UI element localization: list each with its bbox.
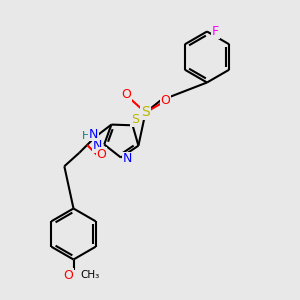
Text: S: S — [141, 106, 150, 119]
Text: CH₃: CH₃ — [80, 270, 99, 280]
Text: O: O — [161, 94, 170, 107]
Text: N: N — [93, 140, 102, 152]
Text: F: F — [212, 25, 219, 38]
Text: O: O — [96, 148, 106, 161]
Text: N: N — [123, 152, 132, 166]
Text: S: S — [131, 113, 139, 126]
Text: H: H — [82, 131, 91, 141]
Text: O: O — [63, 269, 73, 282]
Text: N: N — [89, 128, 98, 141]
Text: O: O — [121, 88, 131, 101]
